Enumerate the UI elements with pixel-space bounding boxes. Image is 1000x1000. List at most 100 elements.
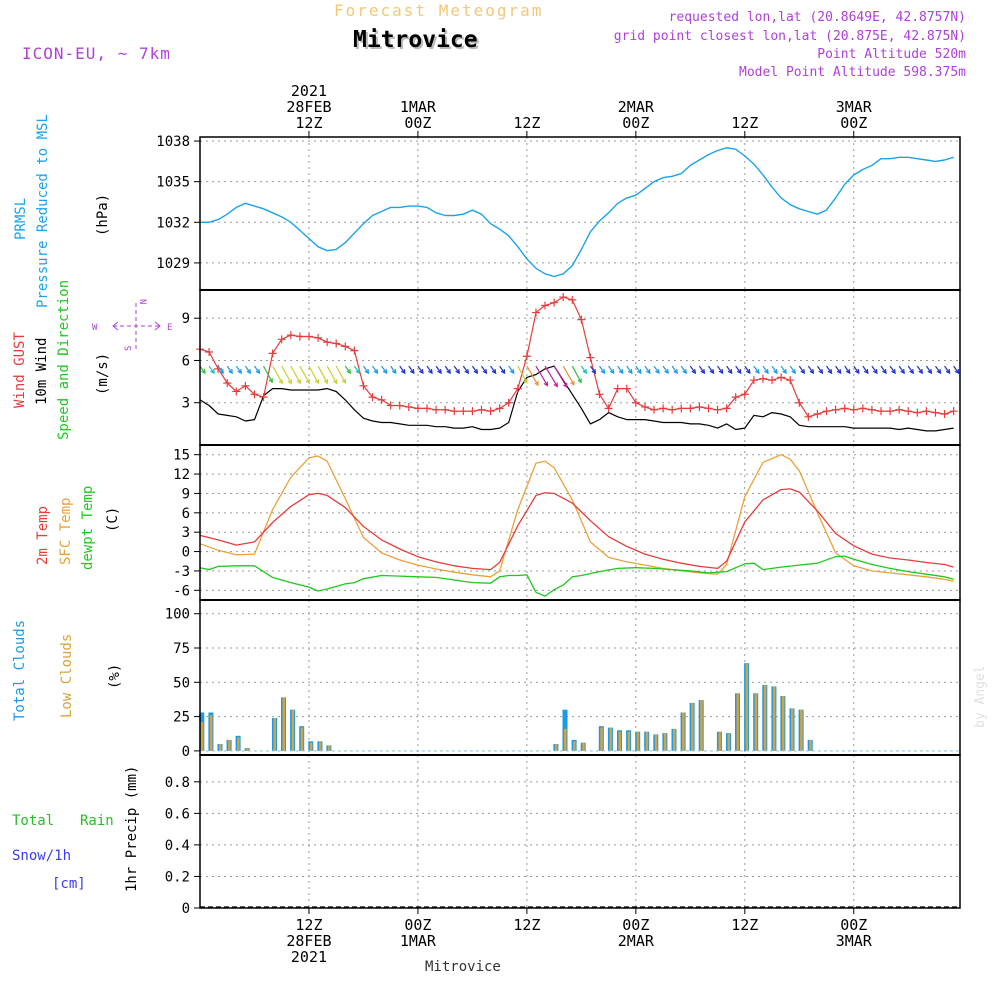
wind-arrow-head (491, 369, 497, 375)
low-cloud-bar (800, 709, 803, 751)
wind-arrow-head (305, 379, 310, 385)
low-cloud-bar (291, 709, 295, 751)
wind-arrow-head (873, 369, 878, 375)
wind-direction-arrow (644, 365, 651, 374)
wind-arrow-head (228, 369, 233, 375)
gust-marker (904, 407, 913, 416)
gust-marker (631, 398, 640, 407)
wind-arrow-head (268, 378, 273, 384)
clouds-unit: (%) (107, 664, 123, 689)
pressure-tick-label: 1029 (156, 256, 190, 272)
wind-arrow-head (863, 369, 869, 375)
wind-arrow-head (201, 369, 206, 375)
wind-direction-arrow (780, 365, 787, 374)
gust-marker (205, 348, 214, 356)
precip-total-label: Total (12, 813, 54, 829)
pressure-label-reduced: Pressure Reduced to MSL (35, 114, 51, 308)
low-cloud-bar (327, 745, 331, 751)
wind-arrow-head (391, 369, 397, 375)
wind-direction-arrow (753, 365, 760, 374)
wind-direction-arrow (480, 365, 487, 374)
wind-arrow-head (255, 369, 261, 375)
wind-arrow-head (341, 378, 346, 384)
gust-marker (531, 308, 540, 317)
top-time-label: 12Z (731, 114, 758, 132)
wind-direction-arrow (263, 365, 273, 383)
footer-location: Mitrovice (425, 959, 501, 975)
low-cloud-bar (772, 686, 776, 751)
wind-direction-arrow (726, 365, 733, 374)
temp-tick-label: 6 (182, 506, 190, 522)
top-time-label: 00Z (840, 114, 867, 132)
temp-sfc-label: SFC Temp (58, 498, 74, 565)
wind-arrow-head (419, 369, 424, 375)
temp-tick-label: -3 (173, 564, 190, 580)
wind-direction-arrow (880, 365, 887, 374)
low-cloud-bar (691, 702, 694, 751)
gust-marker (577, 315, 586, 324)
wind-arrow-head (464, 369, 470, 375)
wind-direction-arrow (571, 365, 582, 383)
wind-direction-arrow (662, 365, 669, 374)
wind-direction-arrow (317, 365, 328, 384)
top-time-label: 2MAR (618, 98, 655, 116)
wind-arrow-head (882, 369, 887, 375)
low-cloud-bar (763, 685, 767, 751)
gust-marker (250, 390, 259, 399)
gust-marker (849, 405, 858, 414)
compass-s: S (124, 346, 134, 351)
gust-marker (704, 404, 713, 413)
temp-tick-label: 0 (182, 545, 190, 561)
gust-marker (813, 410, 822, 418)
wind-arrow-head (909, 369, 914, 375)
top-time-label: 3MAR (836, 98, 873, 116)
gust-marker (613, 384, 622, 393)
gust-marker (395, 401, 404, 410)
wind-direction-arrow (898, 365, 905, 374)
gust-marker (259, 393, 268, 402)
wind-direction-arrow (499, 365, 506, 374)
low-cloud-bar (682, 712, 685, 751)
gust-marker (686, 404, 695, 413)
wind-direction-arrow (735, 365, 742, 374)
wind-direction-arrow (762, 365, 769, 374)
wind-arrow-head (891, 369, 896, 375)
low-cloud-bar (654, 734, 658, 751)
precip-tick-label: 0 (182, 901, 190, 917)
wind-arrow-head (446, 369, 451, 375)
wind-direction-arrow (907, 365, 914, 374)
wind-arrow-head (437, 369, 442, 375)
gust-marker (323, 338, 332, 347)
wind-direction-arrow (517, 365, 528, 384)
wind-arrow-head (718, 369, 724, 375)
wind-arrow-head (582, 369, 588, 375)
gust-marker (423, 404, 432, 413)
low-cloud-bar (727, 733, 730, 751)
wind-direction-arrow (344, 365, 351, 374)
low-cloud-bar (564, 728, 567, 751)
wind-direction-arrow (916, 365, 923, 374)
wind-arrow-head (945, 369, 951, 375)
model-label: ICON-EU, ~ 7km (22, 44, 171, 63)
wind-tick-label: 9 (182, 311, 190, 327)
wind-arrow-head (755, 369, 760, 375)
forecast-title: Forecast Meteogram (334, 1, 544, 20)
precip-rain-label: Rain (80, 813, 114, 829)
wind-direction-arrow (362, 365, 369, 374)
wind-arrow-head (818, 369, 824, 375)
gust-marker (522, 352, 531, 361)
precip-tick-label: 0.6 (165, 806, 190, 822)
precip-frame (199, 754, 961, 909)
wind-arrow-head (373, 369, 379, 375)
precip-cm-label: [cm] (52, 876, 86, 892)
wind-direction-arrow (653, 365, 660, 374)
wind-direction-arrow (635, 365, 642, 374)
wind-arrow-head (323, 379, 329, 385)
wind-arrow-head (836, 369, 842, 375)
low-cloud-bar (600, 727, 603, 751)
gust-marker (559, 293, 568, 302)
wind-direction-arrow (807, 365, 814, 374)
wind-direction-arrow (399, 365, 406, 374)
gust-marker (749, 376, 758, 385)
